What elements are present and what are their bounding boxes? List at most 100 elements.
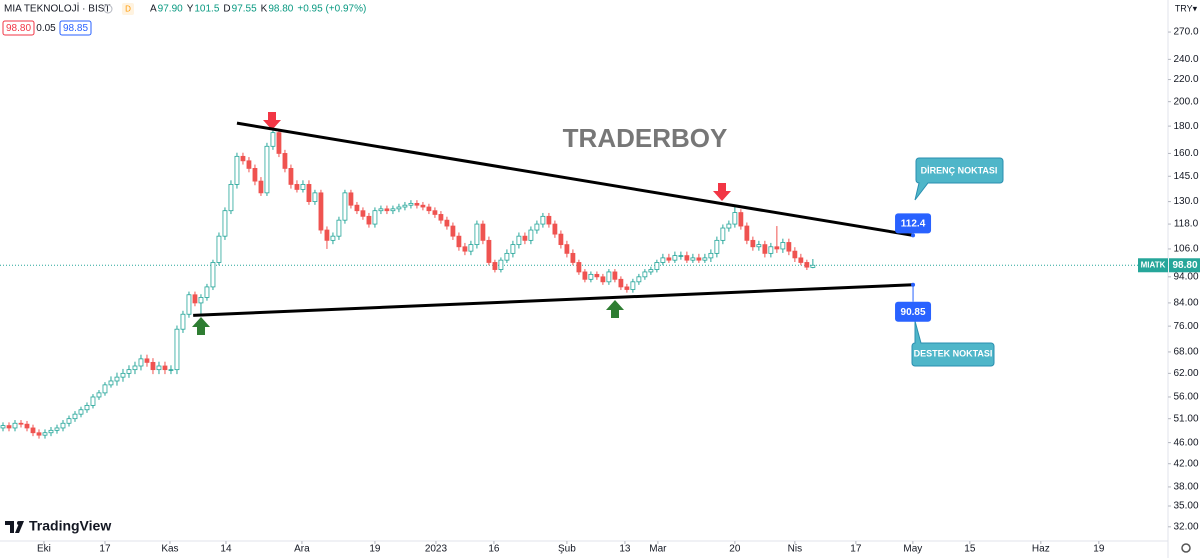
candle-body: [516, 235, 522, 246]
interval[interactable]: D: [125, 5, 131, 14]
buy-price: 98.85: [63, 23, 88, 34]
candle-body: [234, 155, 240, 185]
candle-body: [456, 235, 462, 248]
candle-body: [384, 208, 390, 212]
y-tick-label: 106.0: [1173, 244, 1198, 255]
candle-body: [576, 262, 582, 273]
candle-body: [588, 273, 594, 280]
candle-body: [144, 358, 150, 363]
candle-body: [48, 429, 54, 434]
candle-body: [126, 369, 132, 374]
candle-body: [228, 184, 234, 212]
candle-body: [102, 384, 108, 394]
candle-body: [18, 422, 24, 425]
candle-body: [630, 281, 636, 290]
settings-icon[interactable]: [1181, 543, 1191, 553]
y-tick-label: 270.0: [1173, 27, 1198, 38]
trendline: [193, 283, 914, 317]
candle-body: [96, 392, 102, 398]
symbol-tag-label: MIATK: [1141, 260, 1166, 269]
candle-body: [498, 259, 504, 270]
candle-body: [198, 297, 204, 304]
y-tick-label: 51.00: [1173, 413, 1198, 424]
candle-body: [174, 328, 180, 371]
candle-body: [270, 132, 276, 147]
candle-body: [108, 380, 114, 386]
candle-body: [660, 257, 666, 263]
candle-body: [450, 225, 456, 237]
candle-body: [738, 212, 744, 227]
down-arrow: [263, 112, 281, 130]
candle-body: [366, 215, 372, 225]
price-badge: [895, 213, 932, 234]
candle-body: [786, 242, 792, 252]
sell-badge[interactable]: [2, 20, 35, 36]
symbol[interactable]: MIA TEKNOLOJİ · BIST: [4, 2, 111, 15]
y-tick-label: 180.0: [1173, 121, 1198, 132]
candle-body: [426, 206, 432, 212]
candle-body: [60, 422, 66, 429]
ohlc-value: 101.5: [194, 4, 219, 15]
x-tick-label: 20: [729, 544, 741, 555]
ohlc-key: Y: [187, 4, 194, 15]
candle-body: [246, 160, 252, 169]
plot: [0, 126, 1168, 439]
y-tick-label: 160.0: [1173, 148, 1198, 159]
candle-body: [462, 246, 468, 252]
candle-body: [354, 204, 360, 212]
x-tick-label: May: [903, 544, 922, 555]
trendline: [236, 121, 914, 237]
y-tick-label: 200.0: [1173, 96, 1198, 107]
candle-body: [336, 219, 342, 237]
candle-body: [324, 229, 330, 241]
candle-body: [186, 294, 192, 315]
candle-body: [150, 362, 156, 371]
candle-body: [810, 264, 816, 268]
candle-body: [438, 214, 444, 221]
ohlc-value: 97.55: [232, 4, 257, 15]
x-tick-label: 16: [488, 544, 500, 555]
sell-price: 98.80: [6, 23, 31, 34]
candle-body: [36, 432, 42, 436]
buy-badge[interactable]: [59, 20, 92, 36]
interval-badge: [122, 3, 134, 15]
up-arrow: [192, 317, 210, 335]
candle-body: [792, 250, 798, 259]
candle-body: [750, 239, 756, 248]
candle-body: [210, 262, 216, 288]
candle-body: [510, 244, 516, 254]
ohlc-value: 98.80: [268, 4, 293, 15]
candle-body: [156, 365, 162, 371]
up-arrow: [606, 300, 624, 318]
candle-body: [6, 425, 12, 429]
candle-body: [30, 427, 36, 434]
y-tick-label: 94.00: [1173, 271, 1198, 282]
candle-body: [408, 202, 414, 206]
y-tick-label: 62.00: [1173, 368, 1198, 379]
price-badge-label: 112.4: [901, 218, 926, 229]
candle-body: [342, 192, 348, 221]
ohlc-legend: A 97.90 Y 101.5 D 97.55 K 98.80 +0.95 (+0.97%): [150, 4, 366, 15]
y-tick-label: 46.00: [1173, 437, 1198, 448]
candle-body: [666, 257, 672, 261]
candle-body: [714, 239, 720, 254]
brand-logo-dot: [17, 521, 21, 525]
x-tick-label: 2023: [425, 544, 448, 555]
currency[interactable]: TRY▾: [1175, 3, 1198, 13]
support-callout: [911, 320, 995, 367]
candle-body: [582, 271, 588, 280]
candle-body: [600, 276, 606, 283]
candle-body: [420, 204, 426, 208]
candle-body: [12, 422, 18, 429]
candle-body: [204, 286, 210, 298]
candle-body: [534, 223, 540, 231]
x-tick-label: Şub: [558, 544, 576, 555]
candle-body: [444, 219, 450, 227]
candle-body: [774, 246, 780, 250]
y-tick-label: 42.00: [1173, 458, 1198, 469]
candle-body: [0, 425, 6, 429]
candle-body: [414, 202, 420, 206]
y-tick-label: 68.00: [1173, 347, 1198, 358]
